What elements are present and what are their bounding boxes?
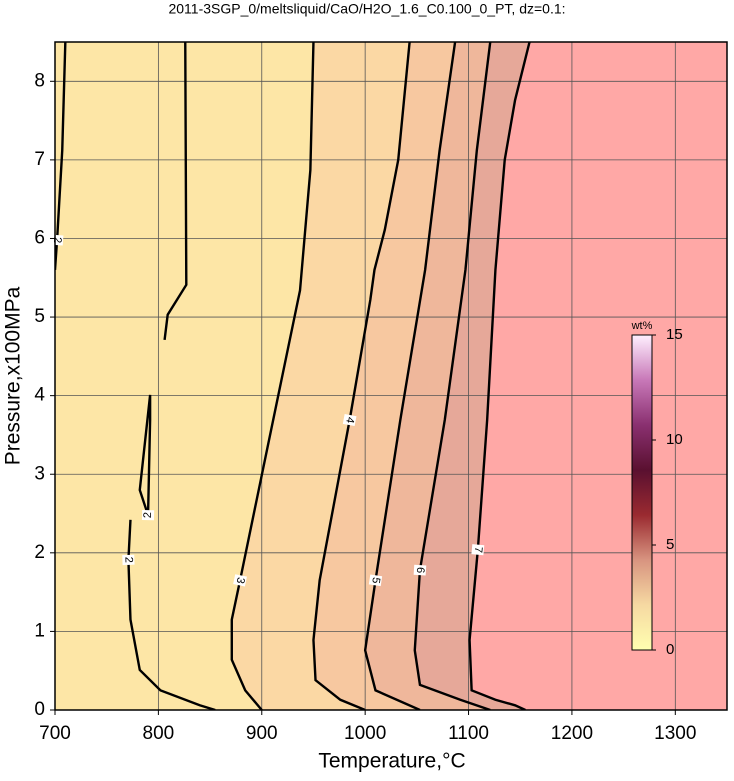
colorbar-label: wt% <box>631 320 653 332</box>
x-tick-label: 700 <box>39 723 71 744</box>
colorbar-tick-label: 10 <box>666 431 683 448</box>
contour-label-group: 3 <box>233 574 247 587</box>
y-tick-label: 7 <box>34 149 45 170</box>
x-tick-label: 800 <box>143 723 175 744</box>
x-tick-label: 1200 <box>551 723 593 744</box>
x-tick-label: 1000 <box>344 723 386 744</box>
contour-label-group: 5 <box>368 574 383 587</box>
contour-label-bg <box>471 544 485 556</box>
y-tick-label: 2 <box>34 542 45 563</box>
contour-label-bg <box>122 554 135 566</box>
y-tick-label: 5 <box>34 306 45 327</box>
contour-label: 6 <box>414 567 426 574</box>
colorbar-tick-label: 5 <box>666 536 674 553</box>
contour-line <box>55 42 67 270</box>
contour-label-bg <box>342 413 357 427</box>
colorbar <box>631 334 653 651</box>
x-tick-label: 1300 <box>654 723 696 744</box>
y-tick-label: 1 <box>34 620 45 641</box>
contour-label-bg <box>368 574 383 587</box>
contour-label-bg <box>413 564 427 576</box>
contour-label: 2 <box>51 237 63 244</box>
colorbar-tick-label: 0 <box>666 641 674 658</box>
contour-label-group: 7 <box>471 544 485 556</box>
contour-label-bg <box>50 234 64 246</box>
colorbar-tick-label: 15 <box>666 326 683 343</box>
contour-label: 7 <box>472 546 485 553</box>
contour-label-group: 2 <box>50 234 64 246</box>
contour-label: 2 <box>142 512 154 518</box>
y-tick-label: 4 <box>34 385 45 406</box>
x-axis-label: Temperature,°C <box>318 750 465 773</box>
y-tick-label: 6 <box>34 227 45 248</box>
y-axis-label: Pressure,x100MPa <box>2 286 25 465</box>
contour-label: 5 <box>369 576 382 584</box>
contour-label-bg <box>233 574 247 587</box>
contour-line <box>363 42 457 710</box>
contour-label-group: 4 <box>342 413 357 427</box>
chart-title: 2011-3SGP_0/meltsliquid/CaO/H2O_1.6_C0.1… <box>168 1 565 17</box>
contour-label-bg <box>141 509 155 521</box>
contour-label-group: 6 <box>413 564 427 576</box>
contour-label: 3 <box>234 576 247 584</box>
contour-label-group: 2 <box>141 509 155 521</box>
contour-label: 4 <box>343 416 356 424</box>
contour-label: 2 <box>122 557 134 564</box>
y-tick-label: 8 <box>34 70 45 91</box>
x-tick-label: 1100 <box>448 723 489 744</box>
plot-frame <box>54 41 728 711</box>
x-tick-label: 900 <box>246 723 278 744</box>
y-tick-label: 0 <box>34 699 45 720</box>
contour-label-group: 2 <box>122 554 135 566</box>
band-fill <box>469 42 727 710</box>
y-tick-label: 3 <box>34 463 45 484</box>
